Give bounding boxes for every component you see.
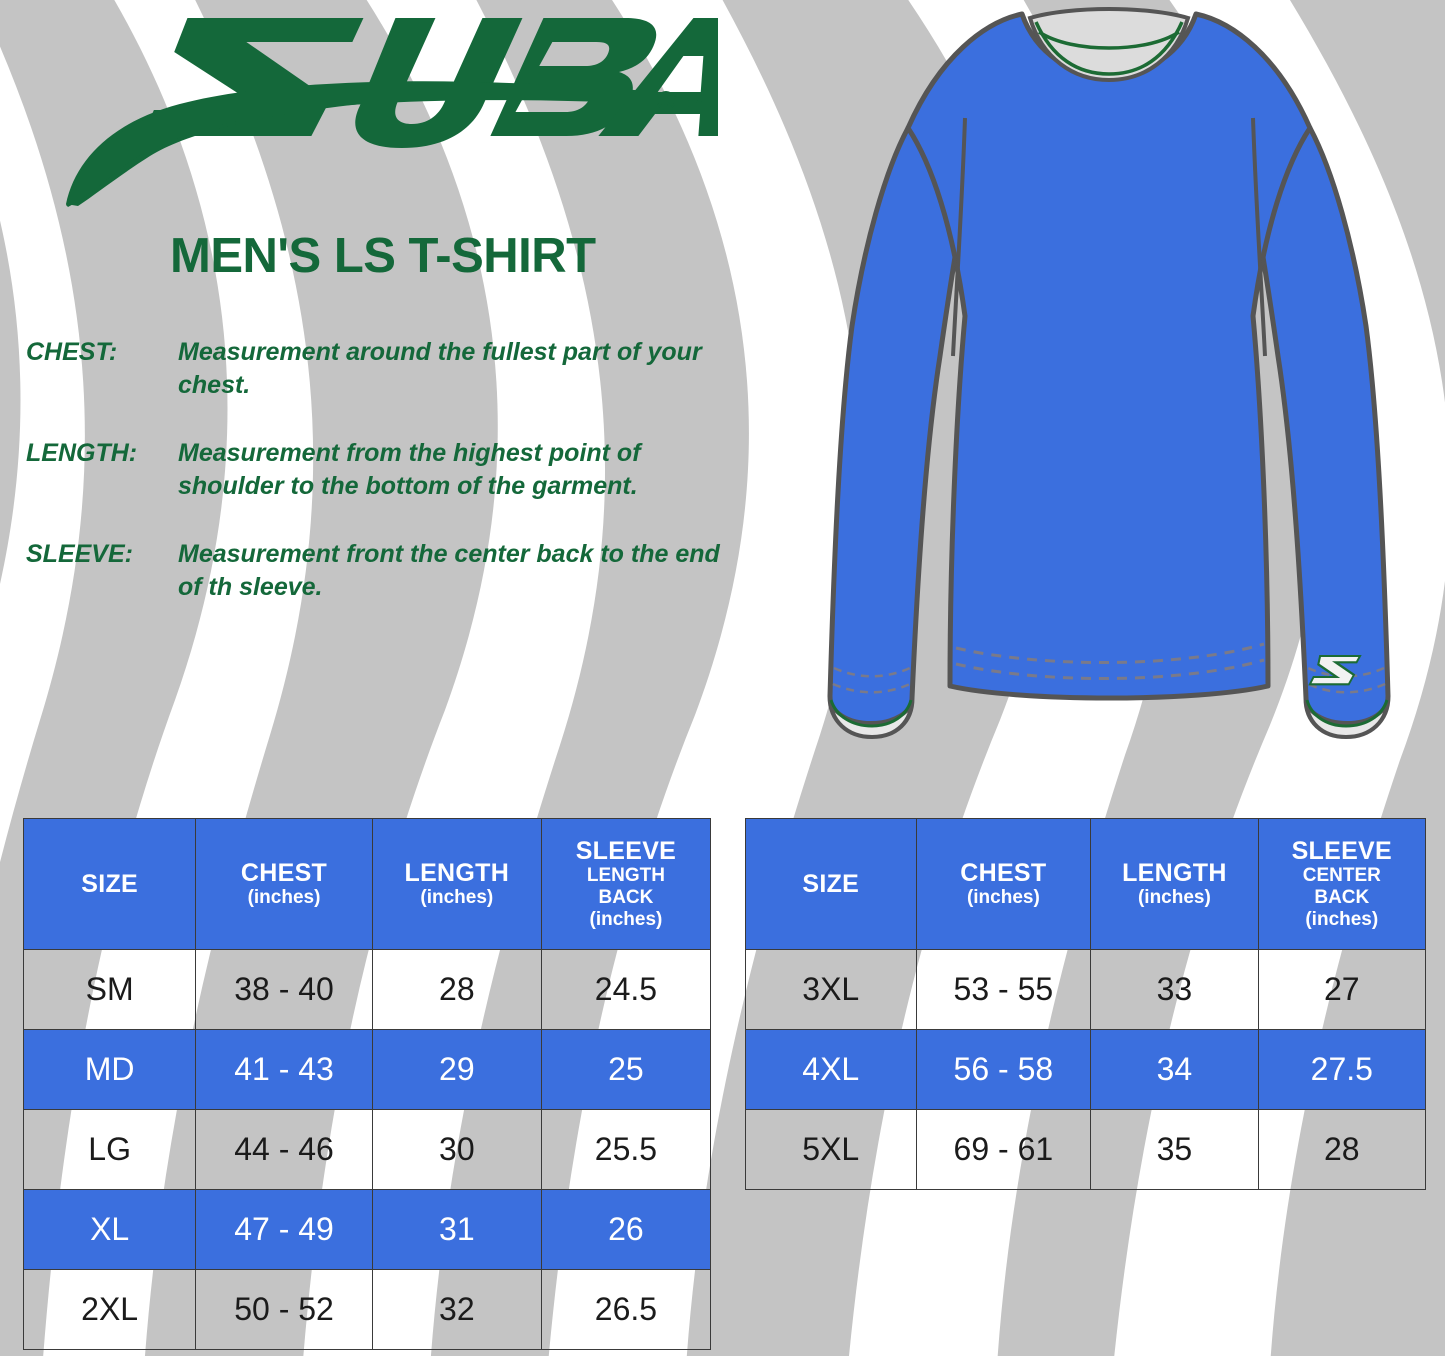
cell-sleeve: 27 (1257, 949, 1427, 1030)
cell-size: XL (22, 1189, 197, 1270)
cell-length: 29 (371, 1029, 542, 1110)
cell-size: 4XL (745, 1029, 917, 1110)
column-header-chest: CHEST (inches) (195, 818, 373, 950)
definition-description: Measurement around the fullest part of y… (178, 338, 702, 399)
table-body: 3XL 53 - 55 33 27 4XL 56 - 58 34 27.5 5X… (745, 949, 1427, 1190)
cell-length: 33 (1090, 949, 1259, 1030)
column-header-size: SIZE (22, 818, 197, 950)
definition-sleeve: SLEEVE: Measurement front the center bac… (26, 538, 726, 604)
registered-trademark-icon: ® (656, 86, 676, 116)
cell-chest: 47 - 49 (195, 1189, 373, 1270)
table-body: SM 38 - 40 28 24.5 MD 41 - 43 29 25 LG 4… (22, 949, 712, 1350)
cell-sleeve: 26 (540, 1189, 712, 1270)
cell-size: 2XL (22, 1269, 197, 1350)
column-header-length: LENGTH (inches) (371, 818, 542, 950)
cell-chest: 38 - 40 (195, 949, 373, 1030)
definition-term: LENGTH: (26, 439, 138, 467)
table-row: SM 38 - 40 28 24.5 (22, 949, 712, 1030)
table-head: SIZE CHEST (inches) LENGTH (inches) SLEE… (745, 818, 1427, 950)
cell-length: 30 (371, 1109, 542, 1190)
header-sub: (inches) (247, 887, 321, 909)
page-title: MEN'S LS T-SHIRT (170, 229, 596, 283)
definition-chest: CHEST: Measurement around the fullest pa… (26, 336, 726, 402)
header-sub: LENGTH (586, 865, 665, 887)
table-row: XL 47 - 49 31 26 (22, 1189, 712, 1270)
cell-sleeve: 24.5 (540, 949, 712, 1030)
header-sub: BACK (598, 887, 654, 909)
sleeve-z-logo (1308, 654, 1362, 686)
cell-length: 35 (1090, 1109, 1259, 1190)
cell-size: 3XL (745, 949, 917, 1030)
cell-length: 28 (371, 949, 542, 1030)
cell-length: 34 (1090, 1029, 1259, 1110)
table-row: 3XL 53 - 55 33 27 (745, 949, 1427, 1030)
column-header-size: SIZE (745, 818, 917, 950)
table-row: LG 44 - 46 30 25.5 (22, 1109, 712, 1190)
long-sleeve-tshirt-illustration (790, 0, 1430, 786)
cell-sleeve: 28 (1257, 1109, 1427, 1190)
definition-term: SLEEVE: (26, 540, 133, 568)
header-sub: (inches) (589, 908, 663, 930)
cell-length: 31 (371, 1189, 542, 1270)
definition-description: Measurement front the center back to the… (178, 540, 720, 601)
table-head: SIZE CHEST (inches) LENGTH (inches) SLEE… (22, 818, 712, 950)
header-sub: CENTER (1302, 865, 1381, 887)
column-header-sleeve: SLEEVE LENGTH BACK (inches) (540, 818, 712, 950)
cell-chest: 53 - 55 (915, 949, 1092, 1030)
definition-description: Measurement from the highest point of sh… (178, 439, 641, 500)
header-main: SLEEVE (575, 837, 677, 866)
cell-size: SM (22, 949, 197, 1030)
header-sub: (inches) (966, 887, 1040, 909)
table-header-row: SIZE CHEST (inches) LENGTH (inches) SLEE… (745, 818, 1427, 950)
cell-size: MD (22, 1029, 197, 1110)
cell-chest: 69 - 61 (915, 1109, 1092, 1190)
cell-length: 32 (371, 1269, 542, 1350)
header-main: SLEEVE (1291, 837, 1393, 866)
size-table-left: SIZE CHEST (inches) LENGTH (inches) SLEE… (22, 818, 712, 1350)
cell-sleeve: 27.5 (1257, 1029, 1427, 1110)
cell-sleeve: 26.5 (540, 1269, 712, 1350)
cell-sleeve: 25.5 (540, 1109, 712, 1190)
header-sub: (inches) (1137, 887, 1211, 909)
header-main: LENGTH (404, 859, 510, 888)
table-row: 2XL 50 - 52 32 26.5 (22, 1269, 712, 1350)
cell-chest: 50 - 52 (195, 1269, 373, 1350)
header-sub: (inches) (420, 887, 494, 909)
cell-chest: 41 - 43 (195, 1029, 373, 1110)
measurement-definitions: CHEST: Measurement around the fullest pa… (26, 336, 726, 639)
zubaz-logo (58, 6, 718, 211)
table-row: MD 41 - 43 29 25 (22, 1029, 712, 1110)
table-row: 5XL 69 - 61 35 28 (745, 1109, 1427, 1190)
table-row: 4XL 56 - 58 34 27.5 (745, 1029, 1427, 1110)
header-main: LENGTH (1122, 859, 1227, 888)
header-main: CHEST (960, 859, 1047, 888)
header-main: SIZE (81, 870, 139, 898)
column-header-length: LENGTH (inches) (1090, 818, 1259, 950)
header-sub: BACK (1314, 887, 1370, 909)
column-header-chest: CHEST (inches) (915, 818, 1092, 950)
definition-length: LENGTH: Measurement from the highest poi… (26, 437, 726, 503)
size-table-right: SIZE CHEST (inches) LENGTH (inches) SLEE… (745, 818, 1427, 1190)
definition-term: CHEST: (26, 338, 118, 366)
column-header-sleeve: SLEEVE CENTER BACK (inches) (1257, 818, 1427, 950)
table-header-row: SIZE CHEST (inches) LENGTH (inches) SLEE… (22, 818, 712, 950)
cell-chest: 56 - 58 (915, 1029, 1092, 1110)
header-main: SIZE (802, 870, 860, 898)
header-sub: (inches) (1305, 908, 1379, 930)
cell-sleeve: 25 (540, 1029, 712, 1110)
cell-chest: 44 - 46 (195, 1109, 373, 1190)
cell-size: 5XL (745, 1109, 917, 1190)
cell-size: LG (22, 1109, 197, 1190)
header-main: CHEST (240, 859, 328, 888)
